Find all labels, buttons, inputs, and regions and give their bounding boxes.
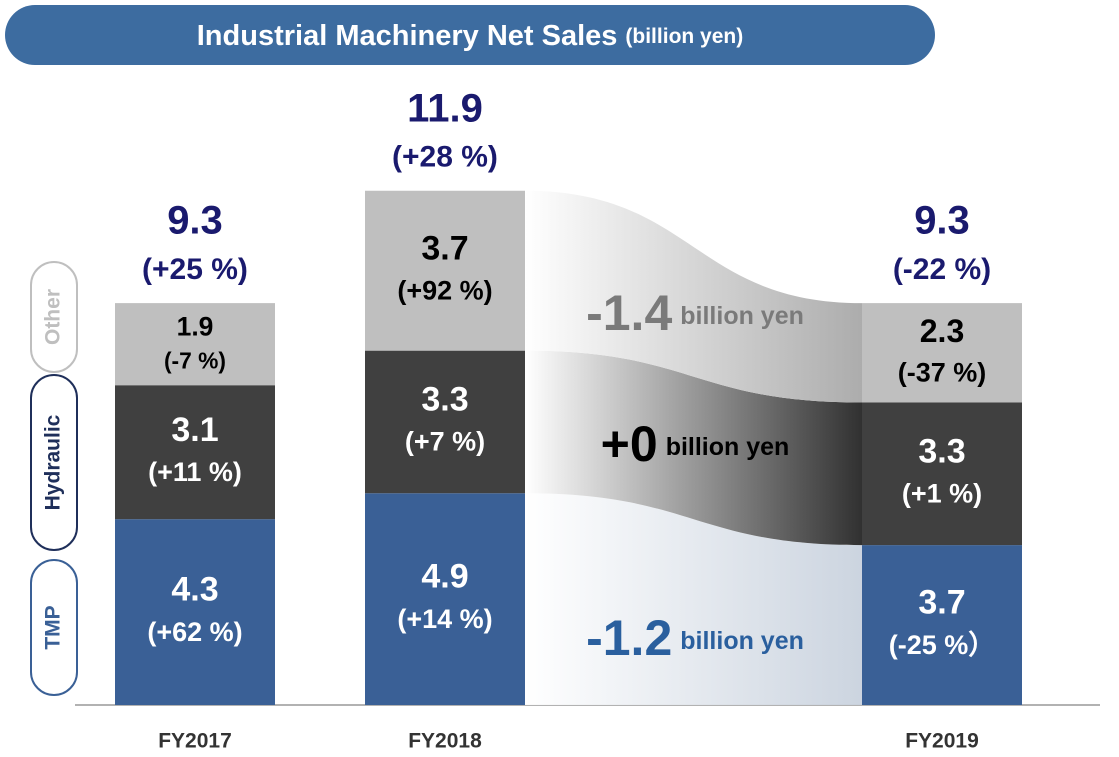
- bar-segment: [365, 350, 525, 494]
- difference-value: -1.4: [586, 285, 672, 341]
- x-tick-label: FY2019: [905, 730, 979, 753]
- bar-segment: [365, 190, 525, 351]
- segment-change: (+62 %): [147, 617, 242, 647]
- total-value: 9.3: [167, 199, 223, 243]
- legend-label: Other: [42, 289, 65, 345]
- bar-segment: [115, 519, 275, 705]
- difference-unit: billion yen: [680, 301, 804, 329]
- difference-value: -1.2: [586, 610, 672, 666]
- bar-segment: [862, 545, 1022, 705]
- segment-value: 4.9: [421, 558, 468, 596]
- difference-unit: billion yen: [680, 627, 804, 655]
- difference-value: +0: [601, 416, 658, 472]
- legend-pill: [30, 374, 78, 551]
- segment-value: 3.7: [918, 584, 965, 622]
- segment-value: 2.3: [920, 313, 965, 349]
- segment-change: (+1 %): [902, 479, 982, 509]
- segment-change: (+92 %): [397, 275, 492, 305]
- segment-change: (-7 %): [164, 347, 226, 373]
- legend-label: Hydraulic: [42, 414, 65, 510]
- connector: [525, 190, 862, 403]
- segment-value: 1.9: [177, 311, 214, 341]
- bar-segment: [115, 303, 275, 386]
- total-change: (-22 %): [893, 253, 991, 286]
- segment-change: (+7 %): [405, 427, 485, 457]
- segment-change: (-37 %): [898, 358, 987, 388]
- total-change: (+25 %): [142, 253, 248, 286]
- chart-title: Industrial Machinery Net Sales (billion y…: [197, 20, 743, 52]
- segment-value: 4.3: [171, 571, 218, 609]
- segment-change: (-25 %）: [889, 630, 996, 660]
- total-change: (+28 %): [392, 141, 498, 174]
- segment-change: (+11 %): [148, 457, 242, 487]
- total-value: 11.9: [407, 86, 483, 130]
- bar-segment: [115, 385, 275, 520]
- segment-value: 3.1: [171, 411, 218, 449]
- connector: [525, 493, 862, 705]
- x-tick-label: FY2018: [408, 730, 482, 753]
- bar-segment: [862, 402, 1022, 546]
- segment-value: 3.3: [421, 381, 468, 419]
- legend-pill: [30, 559, 78, 696]
- title-banner: [5, 5, 935, 65]
- segment-value: 3.3: [918, 432, 965, 470]
- difference-label: -1.4 billion yen: [586, 285, 804, 341]
- legend-label: TMP: [42, 605, 65, 649]
- segment-change: (+14 %): [397, 604, 492, 634]
- total-value: 9.3: [914, 199, 970, 243]
- legend-pill: [30, 261, 78, 373]
- segment-value: 3.7: [421, 229, 468, 267]
- connector: [525, 350, 862, 546]
- bar-segment: [365, 493, 525, 705]
- bar-segment: [862, 303, 1022, 403]
- difference-label: +0 billion yen: [601, 416, 790, 472]
- x-tick-label: FY2017: [158, 730, 232, 753]
- difference-label: -1.2 billion yen: [586, 610, 804, 666]
- difference-unit: billion yen: [666, 432, 790, 460]
- legend: TMP Hydraulic Other: [30, 261, 78, 696]
